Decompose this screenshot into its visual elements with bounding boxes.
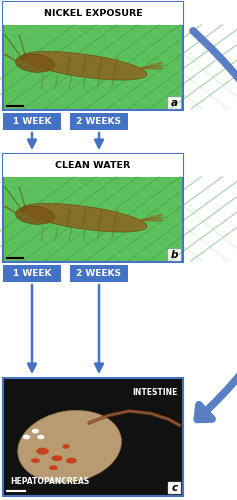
- Text: CLEAN WATER: CLEAN WATER: [55, 161, 131, 170]
- Text: 1 WEEK: 1 WEEK: [13, 269, 51, 278]
- FancyBboxPatch shape: [168, 482, 181, 494]
- Ellipse shape: [32, 428, 39, 434]
- Ellipse shape: [49, 466, 58, 470]
- FancyBboxPatch shape: [3, 2, 183, 110]
- Text: NICKEL EXPOSURE: NICKEL EXPOSURE: [44, 9, 142, 18]
- Text: b: b: [171, 250, 178, 260]
- Text: INTESTINE: INTESTINE: [132, 388, 178, 396]
- Text: HEPATOPANCREAS: HEPATOPANCREAS: [10, 478, 89, 486]
- Text: 1 WEEK: 1 WEEK: [13, 117, 51, 126]
- Ellipse shape: [31, 458, 40, 463]
- FancyBboxPatch shape: [70, 265, 128, 282]
- FancyBboxPatch shape: [70, 113, 128, 130]
- Text: a: a: [171, 98, 178, 108]
- Ellipse shape: [23, 434, 30, 440]
- FancyBboxPatch shape: [168, 249, 181, 261]
- Text: 2 WEEKS: 2 WEEKS: [77, 269, 122, 278]
- FancyBboxPatch shape: [3, 113, 61, 130]
- FancyArrowPatch shape: [193, 31, 237, 419]
- Ellipse shape: [66, 458, 77, 464]
- FancyBboxPatch shape: [3, 378, 183, 496]
- FancyBboxPatch shape: [168, 97, 181, 109]
- Ellipse shape: [36, 448, 49, 454]
- Ellipse shape: [21, 52, 147, 80]
- FancyBboxPatch shape: [3, 154, 183, 262]
- Ellipse shape: [21, 204, 147, 232]
- FancyBboxPatch shape: [3, 2, 183, 24]
- FancyBboxPatch shape: [3, 154, 183, 176]
- Ellipse shape: [62, 444, 70, 449]
- Text: 2 WEEKS: 2 WEEKS: [77, 117, 122, 126]
- Ellipse shape: [52, 456, 62, 461]
- Ellipse shape: [16, 54, 54, 72]
- FancyBboxPatch shape: [3, 265, 61, 282]
- Text: c: c: [171, 483, 178, 493]
- Ellipse shape: [18, 410, 121, 482]
- FancyBboxPatch shape: [4, 176, 182, 261]
- Ellipse shape: [16, 206, 54, 225]
- Ellipse shape: [37, 434, 44, 440]
- FancyBboxPatch shape: [4, 24, 182, 109]
